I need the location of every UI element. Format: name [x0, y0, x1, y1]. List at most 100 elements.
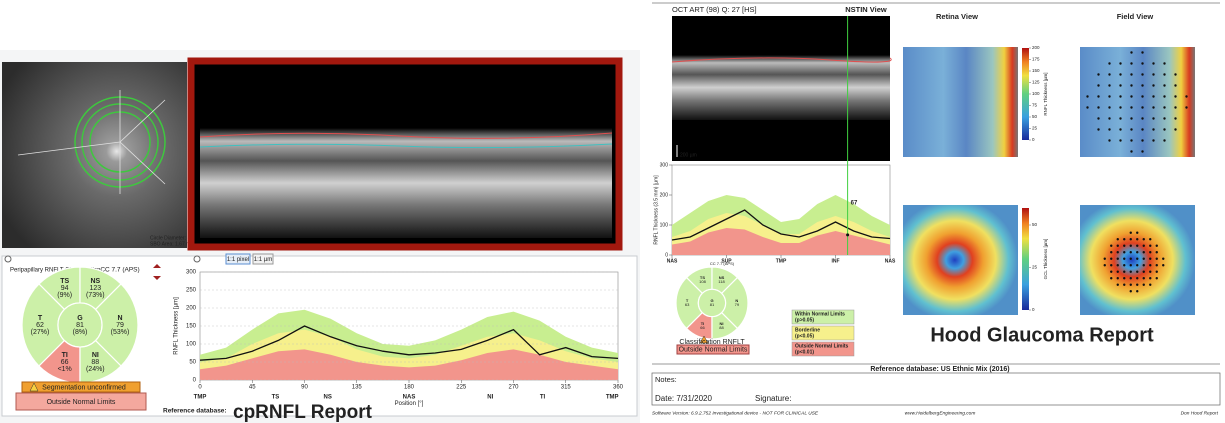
- fundus-image: [2, 62, 187, 248]
- test-point: [1108, 139, 1110, 141]
- report-title: Hood Glaucoma Report: [930, 324, 1154, 346]
- test-point: [1130, 62, 1132, 64]
- test-point: [1123, 284, 1125, 286]
- sector-value: 88: [719, 325, 724, 330]
- test-point: [1123, 277, 1125, 279]
- test-point: [1097, 84, 1099, 86]
- test-point: [1163, 95, 1165, 97]
- test-point: [1136, 245, 1138, 247]
- test-point: [1141, 95, 1143, 97]
- report-title: cpRNFL Report: [233, 402, 373, 423]
- test-point: [1130, 258, 1132, 260]
- radio-button[interactable]: [194, 256, 200, 262]
- test-point: [1130, 84, 1132, 86]
- colorbar-label: RNFL Thickness [µm]: [1043, 72, 1048, 115]
- test-point: [1152, 106, 1154, 108]
- test-point: [1136, 251, 1138, 253]
- test-point: [1156, 251, 1158, 253]
- test-point: [1108, 106, 1110, 108]
- y-tick-label: 100: [186, 342, 197, 348]
- test-point: [1130, 95, 1132, 97]
- sector-value: 118: [718, 279, 725, 284]
- signature-text: Signature:: [755, 394, 791, 403]
- test-point: [1123, 258, 1125, 260]
- test-point: [1119, 139, 1121, 141]
- x-tick-label: 315: [561, 385, 572, 391]
- test-point: [1136, 271, 1138, 273]
- x-tick-label: 90: [301, 385, 308, 391]
- retina-view-title: Retina View: [936, 12, 978, 21]
- test-point: [1156, 277, 1158, 279]
- radio-button[interactable]: [5, 256, 11, 262]
- test-point: [1141, 128, 1143, 130]
- test-point: [1097, 73, 1099, 75]
- sector-value: 66: [700, 325, 705, 330]
- test-point: [1152, 128, 1154, 130]
- test-point: [1163, 139, 1165, 141]
- test-point: [1119, 106, 1121, 108]
- test-point: [1110, 245, 1112, 247]
- y-tick-label: 150: [186, 324, 197, 330]
- test-point: [1123, 271, 1125, 273]
- test-point: [1130, 245, 1132, 247]
- test-point: [1156, 271, 1158, 273]
- sector-value: 63: [685, 302, 690, 307]
- test-point: [1136, 284, 1138, 286]
- test-point: [1143, 258, 1145, 260]
- colorbar-gradient: [1022, 48, 1029, 140]
- x-tick-label: NAS: [667, 258, 678, 264]
- test-point: [1141, 51, 1143, 53]
- test-point: [1141, 117, 1143, 119]
- test-point: [1149, 238, 1151, 240]
- test-point: [1136, 238, 1138, 240]
- test-point: [1130, 117, 1132, 119]
- test-point: [1097, 95, 1099, 97]
- test-point: [1149, 258, 1151, 260]
- test-point: [1117, 277, 1119, 279]
- x-axis-label: Position [°]: [395, 401, 424, 407]
- test-point: [1163, 117, 1165, 119]
- test-point: [1156, 264, 1158, 266]
- colorbar-tick-label: 200: [1032, 45, 1040, 50]
- colorbar-tick-label: 150: [1032, 68, 1040, 73]
- sector-percent: <1%: [58, 366, 72, 373]
- test-point: [1108, 117, 1110, 119]
- test-point: [1174, 128, 1176, 130]
- test-point: [1130, 150, 1132, 152]
- footer-left: Software Version: 6.9.2.752 Investigatio…: [652, 410, 819, 416]
- sector-value: 81: [76, 322, 84, 329]
- test-point: [1152, 73, 1154, 75]
- x-tick-label: 270: [508, 385, 519, 391]
- test-point: [1152, 84, 1154, 86]
- test-point: [1130, 73, 1132, 75]
- date-text: Date: 7/31/2020: [655, 394, 712, 403]
- notes-box: [652, 373, 1220, 405]
- test-point: [1149, 251, 1151, 253]
- footer-right: Don Hood Report: [1181, 410, 1219, 416]
- test-point: [1130, 284, 1132, 286]
- test-point: [1163, 106, 1165, 108]
- test-point: [1163, 84, 1165, 86]
- legend-p: (p>0.05): [795, 317, 814, 323]
- y-tick-label: 300: [660, 162, 669, 168]
- sector-percent: (27%): [31, 329, 50, 336]
- sector-percent: (73%): [86, 292, 105, 299]
- view-title: NSTIN View: [845, 5, 887, 14]
- x-tick-label: 45: [249, 385, 256, 391]
- test-point: [1141, 73, 1143, 75]
- test-point: [1149, 245, 1151, 247]
- test-point: [1136, 232, 1138, 234]
- legend-p: (p<0.01): [795, 349, 814, 355]
- colorbar-tick-label: 50: [1032, 222, 1038, 227]
- test-point: [1141, 150, 1143, 152]
- test-point: [1119, 128, 1121, 130]
- test-point: [1174, 73, 1176, 75]
- sector-label: NAS: [403, 395, 416, 401]
- test-point: [1110, 258, 1112, 260]
- test-point: [1123, 264, 1125, 266]
- test-point: [1130, 128, 1132, 130]
- legend-p: (p<0.05): [795, 333, 814, 339]
- y-axis-label: RNFL Thickness (3.5 mm) [µm]: [653, 175, 659, 245]
- test-point: [1130, 51, 1132, 53]
- test-point: [1117, 258, 1119, 260]
